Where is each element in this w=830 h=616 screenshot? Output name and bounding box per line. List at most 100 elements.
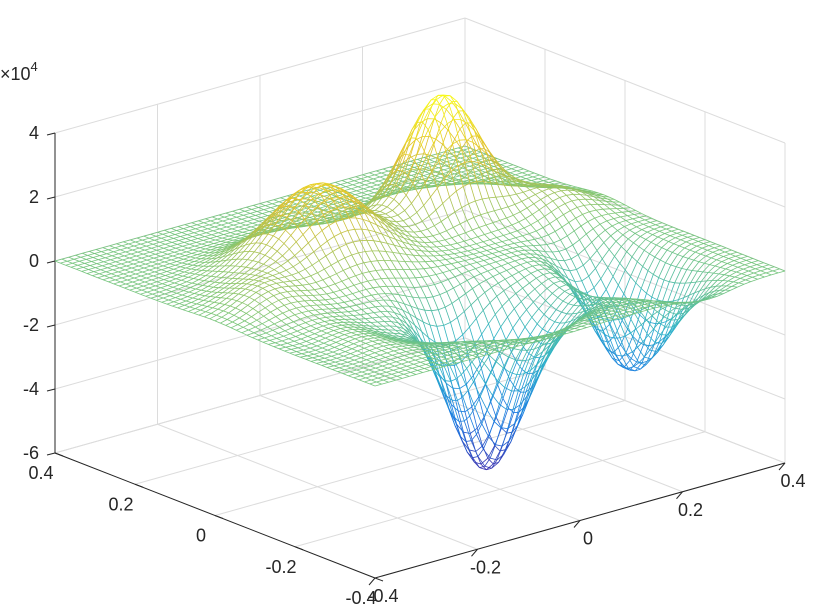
- mesh-segment: [199, 249, 206, 251]
- mesh-segment: [212, 235, 217, 237]
- mesh-segment: [461, 251, 468, 253]
- mesh-segment: [88, 254, 95, 256]
- mesh-segment: [261, 243, 266, 245]
- mesh-segment: [98, 276, 105, 278]
- mesh-segment: [367, 240, 372, 251]
- mesh-segment: [245, 289, 250, 290]
- mesh-segment: [281, 321, 286, 325]
- mesh-segment: [330, 324, 335, 326]
- mesh-segment: [501, 245, 508, 247]
- mesh-segment: [337, 322, 344, 323]
- mesh-segment: [204, 223, 209, 225]
- mesh-segment: [630, 227, 637, 230]
- mesh-segment: [228, 221, 235, 223]
- mesh-segment: [454, 252, 461, 253]
- mesh-segment: [283, 249, 290, 256]
- mesh-segment: [363, 173, 370, 175]
- mesh-segment: [165, 262, 170, 264]
- mesh-segment: [96, 250, 101, 252]
- mesh-segment: [230, 217, 237, 219]
- mesh-segment: [311, 323, 318, 325]
- mesh-segment: [151, 298, 156, 300]
- mesh-segment: [611, 231, 618, 236]
- mesh-segment: [509, 240, 514, 244]
- mesh-segment: [519, 272, 524, 277]
- mesh-segment: [469, 244, 476, 246]
- mesh-segment: [369, 171, 376, 173]
- mesh-segment: [454, 254, 459, 257]
- mesh-segment: [382, 171, 389, 173]
- mesh-segment: [337, 302, 344, 303]
- mesh-segment: [548, 231, 555, 235]
- mesh-segment: [481, 215, 486, 225]
- mesh-segment: [205, 217, 212, 219]
- mesh-segment: [268, 344, 273, 346]
- mesh-segment: [170, 293, 177, 296]
- mesh-segment: [234, 223, 241, 225]
- mesh-segment: [238, 274, 245, 279]
- mesh-segment: [507, 245, 512, 248]
- mesh-segment: [528, 173, 535, 175]
- mesh-segment: [210, 319, 215, 321]
- mesh-segment: [323, 324, 330, 326]
- mesh-segment: [583, 214, 588, 221]
- mesh-segment: [369, 272, 374, 280]
- mesh-segment: [343, 270, 348, 278]
- mesh-segment: [260, 204, 265, 206]
- mesh-segment: [236, 330, 241, 333]
- mesh-segment: [403, 218, 410, 221]
- mesh-segment: [251, 262, 258, 268]
- mesh-segment: [507, 243, 514, 245]
- mesh-segment: [371, 323, 376, 327]
- mesh-segment: [379, 251, 384, 261]
- mesh-segment: [202, 301, 209, 305]
- mesh-segment: [555, 227, 562, 231]
- mesh-segment: [453, 111, 458, 118]
- mesh-segment: [117, 276, 122, 278]
- mesh-segment: [183, 229, 188, 231]
- mesh-segment: [452, 303, 457, 317]
- mesh-segment: [577, 270, 582, 281]
- mesh-segment: [450, 268, 457, 270]
- mesh-segment: [160, 272, 167, 274]
- mesh-segment: [524, 225, 531, 228]
- mesh-segment: [505, 228, 510, 234]
- mesh-segment: [501, 163, 508, 165]
- mesh-segment: [184, 257, 191, 259]
- mesh-segment: [508, 263, 513, 267]
- mesh-segment: [351, 187, 358, 189]
- mesh-segment: [342, 325, 347, 327]
- mesh-segment: [344, 302, 349, 306]
- mesh-segment: [83, 267, 88, 269]
- mesh-segment: [533, 266, 538, 270]
- mesh-segment: [264, 210, 269, 212]
- mesh-segment: [125, 268, 132, 270]
- mesh-segment: [204, 250, 211, 252]
- mesh-segment: [564, 259, 571, 261]
- mesh-segment: [179, 241, 184, 243]
- mesh-segment: [577, 207, 582, 214]
- mesh-segment: [609, 241, 616, 249]
- mesh-segment: [272, 239, 279, 248]
- mesh-segment: [204, 300, 209, 301]
- mesh-segment: [180, 285, 185, 287]
- mesh-segment: [496, 262, 501, 266]
- mesh-segment: [274, 198, 281, 200]
- mesh-segment: [261, 216, 268, 218]
- mesh-segment: [239, 313, 246, 318]
- mesh-segment: [490, 303, 495, 315]
- mesh-segment: [195, 244, 202, 246]
- mesh-segment: [191, 241, 196, 243]
- mesh-segment: [441, 255, 448, 256]
- mesh-segment: [170, 232, 175, 234]
- mesh-segment: [216, 293, 223, 298]
- mesh-segment: [193, 262, 200, 265]
- mesh-segment: [373, 177, 380, 179]
- mesh-segment: [239, 227, 244, 229]
- mesh-segment: [466, 294, 471, 305]
- mesh-segment: [495, 306, 502, 314]
- mesh-segment: [112, 254, 119, 256]
- mesh-segment: [303, 307, 308, 312]
- mesh-segment: [129, 276, 134, 278]
- mesh-segment: [134, 244, 141, 246]
